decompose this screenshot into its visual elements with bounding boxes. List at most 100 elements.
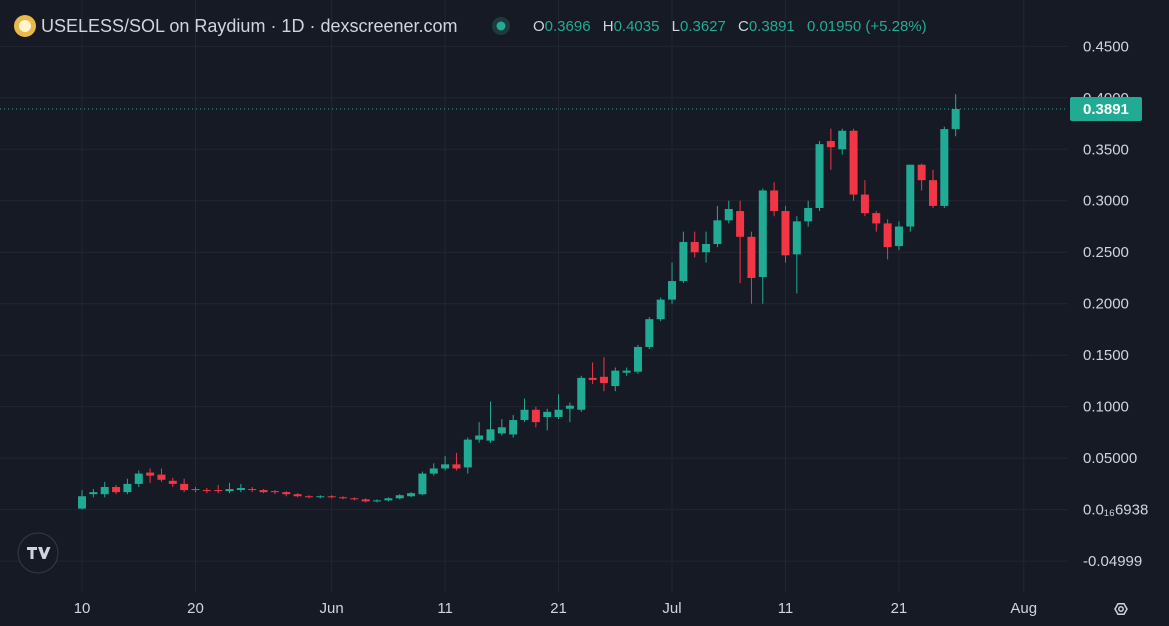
candle-body bbox=[259, 490, 268, 493]
chart-title: USELESS/SOL on Raydium · 1D · dexscreene… bbox=[41, 16, 458, 36]
candle-body bbox=[668, 281, 677, 300]
open-value: 0.3696 bbox=[545, 18, 591, 35]
candle-body bbox=[599, 376, 608, 383]
candle-body bbox=[872, 213, 881, 224]
high-value: 0.4035 bbox=[614, 18, 660, 35]
tv-logo-circle bbox=[17, 532, 59, 574]
header: USELESS/SOL on Raydium · 1D · dexscreene… bbox=[14, 15, 927, 37]
candle-body bbox=[146, 472, 155, 476]
y-tick-label: 0.05000 bbox=[1083, 450, 1137, 467]
logo-inner bbox=[19, 20, 31, 32]
y-tick-label: -0.04999 bbox=[1083, 553, 1142, 570]
candle-body bbox=[758, 190, 767, 277]
high-label: H bbox=[603, 18, 614, 35]
candle-body bbox=[747, 236, 756, 278]
grid bbox=[0, 0, 1068, 592]
candle-body bbox=[690, 241, 699, 253]
candle-body bbox=[645, 319, 654, 347]
candle-body bbox=[180, 483, 189, 491]
candle-body bbox=[702, 244, 711, 253]
last-price-tag bbox=[1070, 97, 1142, 122]
candle-body bbox=[282, 492, 291, 495]
candle-body bbox=[384, 498, 393, 501]
open-label: O bbox=[533, 18, 545, 35]
candle-body bbox=[100, 486, 109, 495]
candle-body bbox=[168, 480, 177, 484]
candle-body bbox=[191, 489, 200, 491]
candle-body bbox=[270, 491, 279, 493]
axes: 0.45000.40000.35000.30000.25000.20000.15… bbox=[74, 38, 1149, 617]
candle-body bbox=[736, 211, 745, 237]
x-tick-label: 11 bbox=[778, 600, 794, 617]
candle-body bbox=[543, 411, 552, 417]
candle-body bbox=[89, 492, 98, 495]
candle-body bbox=[611, 370, 620, 387]
ohlc-legend: O0.3696 H0.4035 L0.3627 C0.3891 0.01950 … bbox=[533, 18, 927, 35]
candle-body bbox=[350, 498, 359, 500]
tv-logo-mark bbox=[27, 547, 51, 559]
candle-body bbox=[497, 427, 506, 434]
settings-hole[interactable] bbox=[1118, 606, 1124, 612]
candle-body bbox=[134, 473, 143, 484]
candle-body bbox=[509, 420, 518, 435]
x-tick-label: 20 bbox=[187, 600, 204, 617]
candle-body bbox=[792, 221, 801, 255]
settings-hex[interactable] bbox=[1114, 603, 1128, 615]
candle-body bbox=[361, 499, 370, 502]
candle-body bbox=[906, 164, 915, 227]
candle-body bbox=[157, 474, 166, 480]
y-tick-label: 0.3000 bbox=[1083, 193, 1129, 210]
y-tick-label: 0.0₁₆6938 bbox=[1083, 502, 1148, 519]
candle-body bbox=[316, 496, 325, 498]
close-label: C bbox=[738, 18, 749, 35]
candle-body bbox=[588, 377, 597, 380]
candle-body bbox=[123, 483, 132, 493]
tv-logo bbox=[17, 532, 59, 574]
candle-body bbox=[463, 439, 472, 468]
low-label: L bbox=[672, 18, 680, 35]
x-tick-label: Jul bbox=[662, 600, 681, 617]
candle-body bbox=[418, 473, 427, 495]
candle-body bbox=[112, 486, 121, 493]
candle-body bbox=[531, 409, 540, 423]
candle-body bbox=[565, 405, 574, 409]
candle-body bbox=[293, 494, 302, 497]
candle-body bbox=[78, 496, 87, 509]
last-price-label: 0.3891 bbox=[1083, 101, 1129, 118]
candle-body bbox=[940, 129, 949, 206]
candle-body bbox=[327, 496, 336, 498]
candle-body bbox=[248, 489, 257, 491]
candle-body bbox=[826, 141, 835, 148]
candle-body bbox=[883, 223, 892, 248]
candle-body bbox=[225, 489, 234, 492]
candle-body bbox=[452, 464, 461, 469]
candle-body bbox=[304, 496, 313, 498]
y-tick-label: 0.1500 bbox=[1083, 347, 1129, 364]
x-tick-label: 21 bbox=[550, 600, 567, 617]
candle-body bbox=[656, 299, 665, 320]
candle-body bbox=[838, 130, 847, 150]
candle-body bbox=[373, 500, 382, 502]
candle-body bbox=[214, 490, 223, 492]
candle-body bbox=[804, 207, 813, 222]
candle-body bbox=[622, 370, 631, 373]
candle-body bbox=[713, 220, 722, 245]
low-value: 0.3627 bbox=[680, 18, 726, 35]
candle-body bbox=[202, 490, 211, 492]
y-tick-label: 0.2500 bbox=[1083, 244, 1129, 261]
x-tick-label: 11 bbox=[437, 600, 453, 617]
candle-body bbox=[236, 488, 245, 491]
candle-body bbox=[951, 109, 960, 130]
candle-body bbox=[429, 468, 438, 474]
candle-body bbox=[815, 144, 824, 208]
candle-body bbox=[724, 209, 733, 221]
candle-body bbox=[633, 346, 642, 372]
x-tick-label: Aug bbox=[1010, 600, 1037, 617]
close-value: 0.3891 bbox=[749, 18, 795, 35]
y-tick-label: 0.1000 bbox=[1083, 399, 1129, 416]
change-value: 0.01950 (+5.28%) bbox=[807, 18, 927, 35]
settings-icon[interactable] bbox=[1114, 603, 1128, 615]
